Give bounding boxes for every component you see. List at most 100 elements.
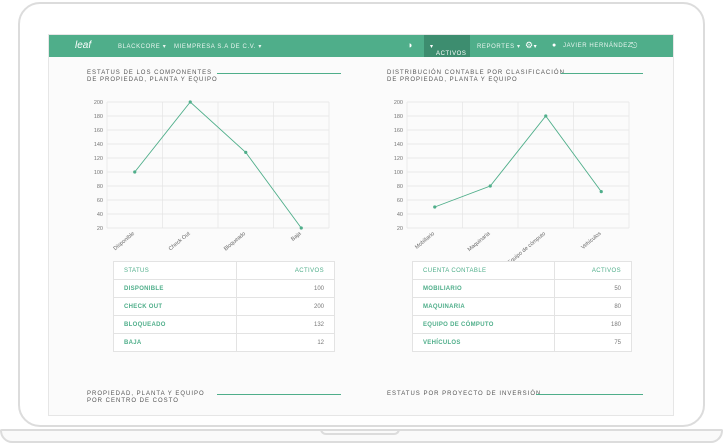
logout-icon[interactable]: ⎋ <box>631 41 638 50</box>
status-title-line2: DE PROPIEDAD, PLANTA Y EQUIPO <box>87 77 218 83</box>
data-point <box>188 100 192 104</box>
data-point <box>544 114 548 118</box>
investment-project-title-rule <box>536 394 643 395</box>
status-title-rule <box>217 73 341 74</box>
y-tick-label: 60 <box>97 198 103 204</box>
data-point <box>244 150 248 154</box>
gear-icon[interactable]: ⚙▾ <box>525 40 538 50</box>
user-name[interactable]: JAVIER HERNÁNDEZ <box>563 43 633 49</box>
status-line-chart: 20 40 60 80 100 120 140 160 180 200 Disponible Chec… <box>94 100 330 253</box>
y-tick-label: 80 <box>97 184 103 190</box>
data-point <box>488 184 492 188</box>
row-value: 80 <box>553 297 633 316</box>
distribution-title-rule <box>561 73 643 74</box>
data-point <box>299 226 303 230</box>
y-tick-label: 160 <box>94 128 103 134</box>
distribution-section-title: DISTRIBUCIÓN CONTABLE POR CLASIFICACIÓN … <box>387 70 565 84</box>
table-row[interactable]: BLOQUEADO 132 <box>113 315 336 334</box>
row-value: 100 <box>235 279 336 298</box>
status-title-line1: ESTATUS DE LOS COMPONENTES <box>87 70 213 76</box>
row-value: 132 <box>235 315 336 334</box>
table-row[interactable]: BAJA 12 <box>113 333 336 352</box>
row-label[interactable]: EQUIPO DE CÓMPUTO <box>412 315 555 334</box>
y-tick-label: 100 <box>394 170 403 176</box>
caret-down-icon: ▾ <box>516 44 521 50</box>
table-row[interactable]: EQUIPO DE CÓMPUTO 180 <box>412 315 633 334</box>
column-header-status: STATUS <box>113 261 237 280</box>
table-row[interactable]: MAQUINARIA 80 <box>412 297 633 316</box>
nav-reportes[interactable]: REPORTES ▾ <box>477 43 521 50</box>
series-line <box>434 115 602 208</box>
data-point <box>133 170 137 174</box>
series-line <box>134 101 302 229</box>
nav-reportes-label: REPORTES <box>477 44 515 50</box>
investment-project-title: ESTATUS POR PROYECTO DE INVERSIÓN <box>387 391 542 397</box>
y-tick-label: 180 <box>394 114 403 120</box>
distribution-table: CUENTA CONTABLE ACTIVOS MOBILIARIO 50 MAQ… <box>412 261 633 352</box>
caret-down-icon: ▾ <box>258 44 262 50</box>
table-row[interactable]: DISPONIBLE 100 <box>113 279 336 298</box>
table-row[interactable]: VEHÍCULOS 75 <box>412 333 633 352</box>
row-value: 200 <box>235 297 336 316</box>
y-tick-label: 140 <box>94 142 103 148</box>
company-menu[interactable]: BLACKCORE ▾ <box>118 43 166 50</box>
row-value: 50 <box>553 279 633 298</box>
row-label[interactable]: VEHÍCULOS <box>412 333 555 352</box>
cost-center-section-title: PROPIEDAD, PLANTA Y EQUIPO POR CENTRO DE… <box>87 391 205 405</box>
user-icon: ● <box>552 42 557 49</box>
subsidiary-menu-label: MIEMPRESA S.A DE C.V. <box>174 44 257 50</box>
y-tick-label: 120 <box>94 156 103 162</box>
row-label[interactable]: BLOQUEADO <box>113 315 237 334</box>
row-label[interactable]: CHECK OUT <box>113 297 237 316</box>
row-value: 180 <box>553 315 633 334</box>
investment-project-section-title: ESTATUS POR PROYECTO DE INVERSIÓN <box>387 391 541 398</box>
row-label[interactable]: MOBILIARIO <box>412 279 555 298</box>
x-tick-label: Bloqueado <box>223 231 247 253</box>
nav-activos[interactable]: ACTIVOS ▾ <box>424 35 470 57</box>
y-tick-label: 180 <box>94 114 103 120</box>
row-label[interactable]: BAJA <box>113 333 237 352</box>
y-tick-label: 140 <box>394 142 403 148</box>
y-tick-label: 100 <box>94 170 103 176</box>
status-table: STATUS ACTIVOS DISPONIBLE 100 CHECK OUT 20… <box>113 261 336 352</box>
column-header-activos: ACTIVOS <box>235 261 336 280</box>
column-header-cuenta: CUENTA CONTABLE <box>412 261 555 280</box>
distribution-line-chart: 20 40 60 80 100 120 140 160 180 200 Mobiliario Maqu… <box>394 100 630 266</box>
y-tick-label: 40 <box>97 212 103 218</box>
x-tick-label: Vehículos <box>580 231 602 251</box>
row-value: 12 <box>235 333 336 352</box>
x-tick-label: Check Out <box>168 231 192 253</box>
data-point <box>433 205 437 209</box>
column-header-activos: ACTIVOS <box>553 261 633 280</box>
row-value: 75 <box>553 333 633 352</box>
x-tick-label: Baja <box>290 230 303 242</box>
pie-chart-icon[interactable]: ◑ <box>407 40 414 50</box>
app-logo[interactable]: leaf <box>75 40 92 51</box>
y-tick-label: 200 <box>94 100 103 106</box>
table-row[interactable]: CHECK OUT 200 <box>113 297 336 316</box>
table-header-row: STATUS ACTIVOS <box>113 261 336 280</box>
y-tick-label: 160 <box>394 128 403 134</box>
row-label[interactable]: DISPONIBLE <box>113 279 237 298</box>
top-navbar: leaf BLACKCORE ▾ MIEMPRESA S.A DE C.V. ▾… <box>49 35 673 57</box>
caret-down-icon: ▾ <box>162 44 167 50</box>
data-point <box>599 190 603 194</box>
x-tick-label: Maquinaria <box>467 230 492 253</box>
y-tick-label: 40 <box>397 212 403 218</box>
nav-activos-label: ACTIVOS <box>436 51 467 57</box>
laptop-base <box>0 425 723 447</box>
y-tick-label: 200 <box>394 100 403 106</box>
row-label[interactable]: MAQUINARIA <box>412 297 555 316</box>
distribution-title-line2: DE PROPIEDAD, PLANTA Y EQUIPO <box>387 77 518 83</box>
cost-center-title-line1: PROPIEDAD, PLANTA Y EQUIPO <box>87 391 205 397</box>
y-tick-label: 60 <box>397 198 403 204</box>
x-tick-label: Disponible <box>113 231 137 252</box>
table-row[interactable]: MOBILIARIO 50 <box>412 279 633 298</box>
table-header-row: CUENTA CONTABLE ACTIVOS <box>412 261 633 280</box>
y-tick-label: 120 <box>394 156 403 162</box>
x-tick-label: Mobiliario <box>414 231 436 251</box>
cost-center-title-rule <box>217 394 341 395</box>
app-screen: leaf BLACKCORE ▾ MIEMPRESA S.A DE C.V. ▾… <box>48 34 674 416</box>
subsidiary-menu[interactable]: MIEMPRESA S.A DE C.V. ▾ <box>174 43 262 50</box>
cost-center-title-line2: POR CENTRO DE COSTO <box>87 398 179 404</box>
